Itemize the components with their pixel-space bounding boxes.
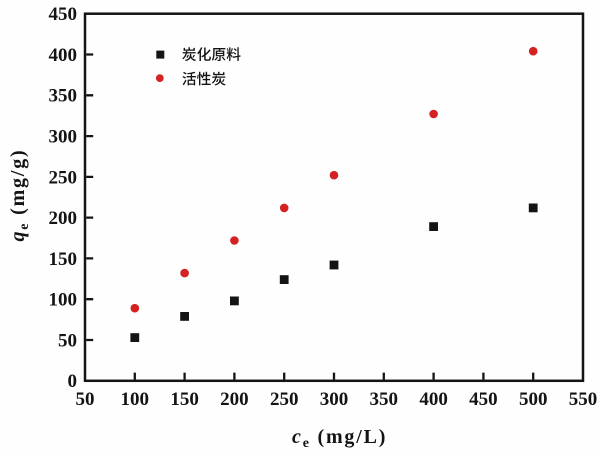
svg-text:450: 450 <box>469 389 498 410</box>
svg-text:50: 50 <box>76 389 95 410</box>
svg-text:0: 0 <box>68 371 78 392</box>
svg-text:400: 400 <box>49 45 78 66</box>
svg-text:150: 150 <box>49 249 78 270</box>
svg-text:500: 500 <box>519 389 548 410</box>
svg-text:200: 200 <box>49 208 78 229</box>
svg-text:300: 300 <box>320 389 349 410</box>
svg-text:400: 400 <box>419 389 448 410</box>
svg-text:qe (mg/g): qe (mg/g) <box>7 149 32 242</box>
svg-text:350: 350 <box>49 86 78 107</box>
svg-text:300: 300 <box>49 127 78 148</box>
svg-text:550: 550 <box>569 389 598 410</box>
svg-text:100: 100 <box>121 389 150 410</box>
svg-text:150: 150 <box>170 389 199 410</box>
svg-text:ce (mg/L): ce (mg/L) <box>292 426 387 451</box>
svg-text:50: 50 <box>58 330 77 351</box>
svg-text:450: 450 <box>49 4 78 25</box>
svg-text:200: 200 <box>220 389 249 410</box>
svg-text:100: 100 <box>49 290 78 311</box>
svg-text:350: 350 <box>370 389 399 410</box>
svg-text:250: 250 <box>49 167 78 188</box>
svg-text:250: 250 <box>270 389 299 410</box>
